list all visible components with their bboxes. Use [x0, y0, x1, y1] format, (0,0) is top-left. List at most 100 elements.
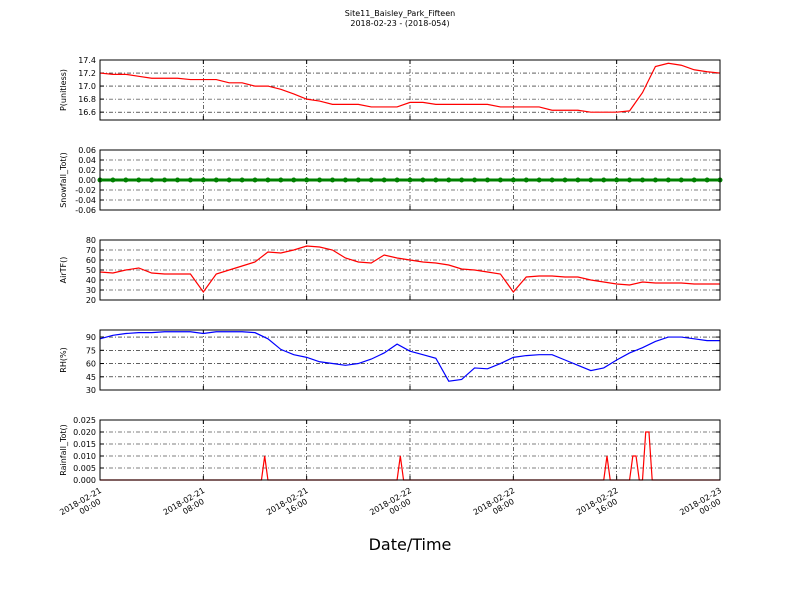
data-point: [536, 177, 542, 183]
y-axis-label: Rainfall_Tot(): [59, 424, 68, 476]
data-point: [175, 177, 180, 183]
data-line: [99, 331, 720, 382]
data-point: [446, 177, 452, 183]
data-point: [433, 177, 439, 183]
data-point: [368, 177, 374, 183]
data-point: [123, 177, 129, 183]
y-tick-label: 0.005: [73, 464, 96, 473]
y-tick-label: 50: [86, 266, 96, 275]
plot-frame: [99, 329, 721, 391]
data-point: [510, 177, 516, 183]
data-point: [549, 177, 555, 183]
x-axis-label: Date/Time: [369, 535, 452, 554]
data-point: [200, 177, 206, 183]
data-point: [265, 177, 271, 183]
x-tick-label: 2018-02-22 16:00: [575, 486, 624, 525]
data-point: [317, 177, 323, 183]
y-tick-label: 0.015: [73, 440, 96, 449]
plot-frame: [99, 239, 721, 301]
y-tick-label: 0.06: [78, 146, 96, 155]
x-tick-label: 2018-02-21 08:00: [162, 486, 211, 525]
plot-frame: [99, 419, 721, 481]
y-axis-label: Snowfall_Tot(): [59, 152, 68, 208]
x-tick-label: 2018-02-21 00:00: [58, 486, 107, 525]
y-tick-label: 70: [86, 246, 96, 255]
y-axis-label: RH(%): [59, 347, 68, 372]
data-point: [278, 177, 284, 183]
y-tick-label: 0.02: [78, 166, 96, 175]
data-line: [99, 245, 720, 294]
y-tick-label: 0.000: [73, 476, 96, 485]
y-tick-label: 75: [86, 346, 96, 355]
data-point: [614, 177, 620, 183]
y-tick-label: 45: [86, 373, 96, 382]
x-tick-label: 2018-02-23 00:00: [678, 486, 727, 525]
y-tick-label: 30: [86, 386, 96, 395]
data-point: [588, 177, 594, 183]
data-point: [497, 177, 503, 183]
data-point: [213, 177, 219, 183]
data-point: [407, 177, 413, 183]
data-point: [652, 177, 658, 183]
x-tick-label: 2018-02-21 16:00: [265, 486, 314, 525]
x-tick-label: 2018-02-22 00:00: [368, 486, 417, 525]
y-tick-label: -0.04: [75, 196, 96, 205]
data-point: [381, 177, 387, 183]
data-point: [136, 177, 142, 183]
data-point: [342, 177, 348, 183]
chart-subtitle: 2018-02-23 - (2018-054): [350, 19, 449, 28]
data-point: [627, 177, 633, 183]
y-axis-label: AirTF(): [59, 257, 68, 284]
data-point: [562, 177, 568, 183]
data-point: [472, 177, 478, 183]
data-point: [187, 177, 193, 183]
y-tick-label: 16.8: [78, 95, 96, 104]
data-point: [459, 177, 465, 183]
y-tick-label: 0.04: [78, 156, 96, 165]
data-point: [678, 177, 684, 183]
data-point: [485, 177, 490, 183]
data-point: [252, 177, 258, 183]
data-point: [704, 177, 710, 183]
x-tick-label: 2018-02-22 08:00: [472, 486, 521, 525]
data-point: [162, 177, 168, 183]
data-point: [420, 177, 426, 183]
y-tick-label: -0.06: [75, 206, 96, 215]
data-point: [665, 177, 671, 183]
y-tick-label: 90: [86, 333, 96, 342]
y-axis-label: P(unitless): [59, 69, 68, 111]
data-point: [394, 177, 400, 183]
y-tick-label: 0.010: [73, 452, 96, 461]
data-point: [523, 177, 529, 183]
plot-frame: [99, 59, 721, 121]
y-tick-label: 80: [86, 236, 96, 245]
data-point: [355, 177, 361, 183]
y-tick-label: 0.00: [78, 176, 96, 185]
y-tick-label: 60: [86, 256, 96, 265]
data-point: [304, 177, 310, 183]
data-line: [99, 62, 721, 113]
chart-title: Site11_Baisley_Park_Fifteen: [345, 9, 455, 18]
data-point: [640, 177, 645, 183]
data-point: [291, 177, 297, 183]
y-tick-label: 17.2: [78, 69, 96, 78]
data-point: [226, 177, 232, 183]
y-tick-label: 60: [86, 360, 96, 369]
y-tick-label: 16.6: [78, 108, 96, 117]
plot-frame: [99, 149, 721, 211]
data-point: [239, 177, 245, 183]
data-point: [601, 177, 607, 183]
y-tick-label: 30: [86, 286, 96, 295]
data-point: [691, 177, 697, 183]
y-tick-label: 17.4: [78, 56, 96, 65]
y-tick-label: 20: [86, 296, 96, 305]
y-tick-label: 0.020: [73, 428, 96, 437]
y-tick-label: 0.025: [73, 416, 96, 425]
y-tick-label: -0.02: [75, 186, 96, 195]
data-point: [110, 177, 116, 183]
data-point: [575, 177, 581, 183]
data-point: [330, 177, 335, 183]
y-tick-label: 40: [86, 276, 96, 285]
data-point: [149, 177, 155, 183]
